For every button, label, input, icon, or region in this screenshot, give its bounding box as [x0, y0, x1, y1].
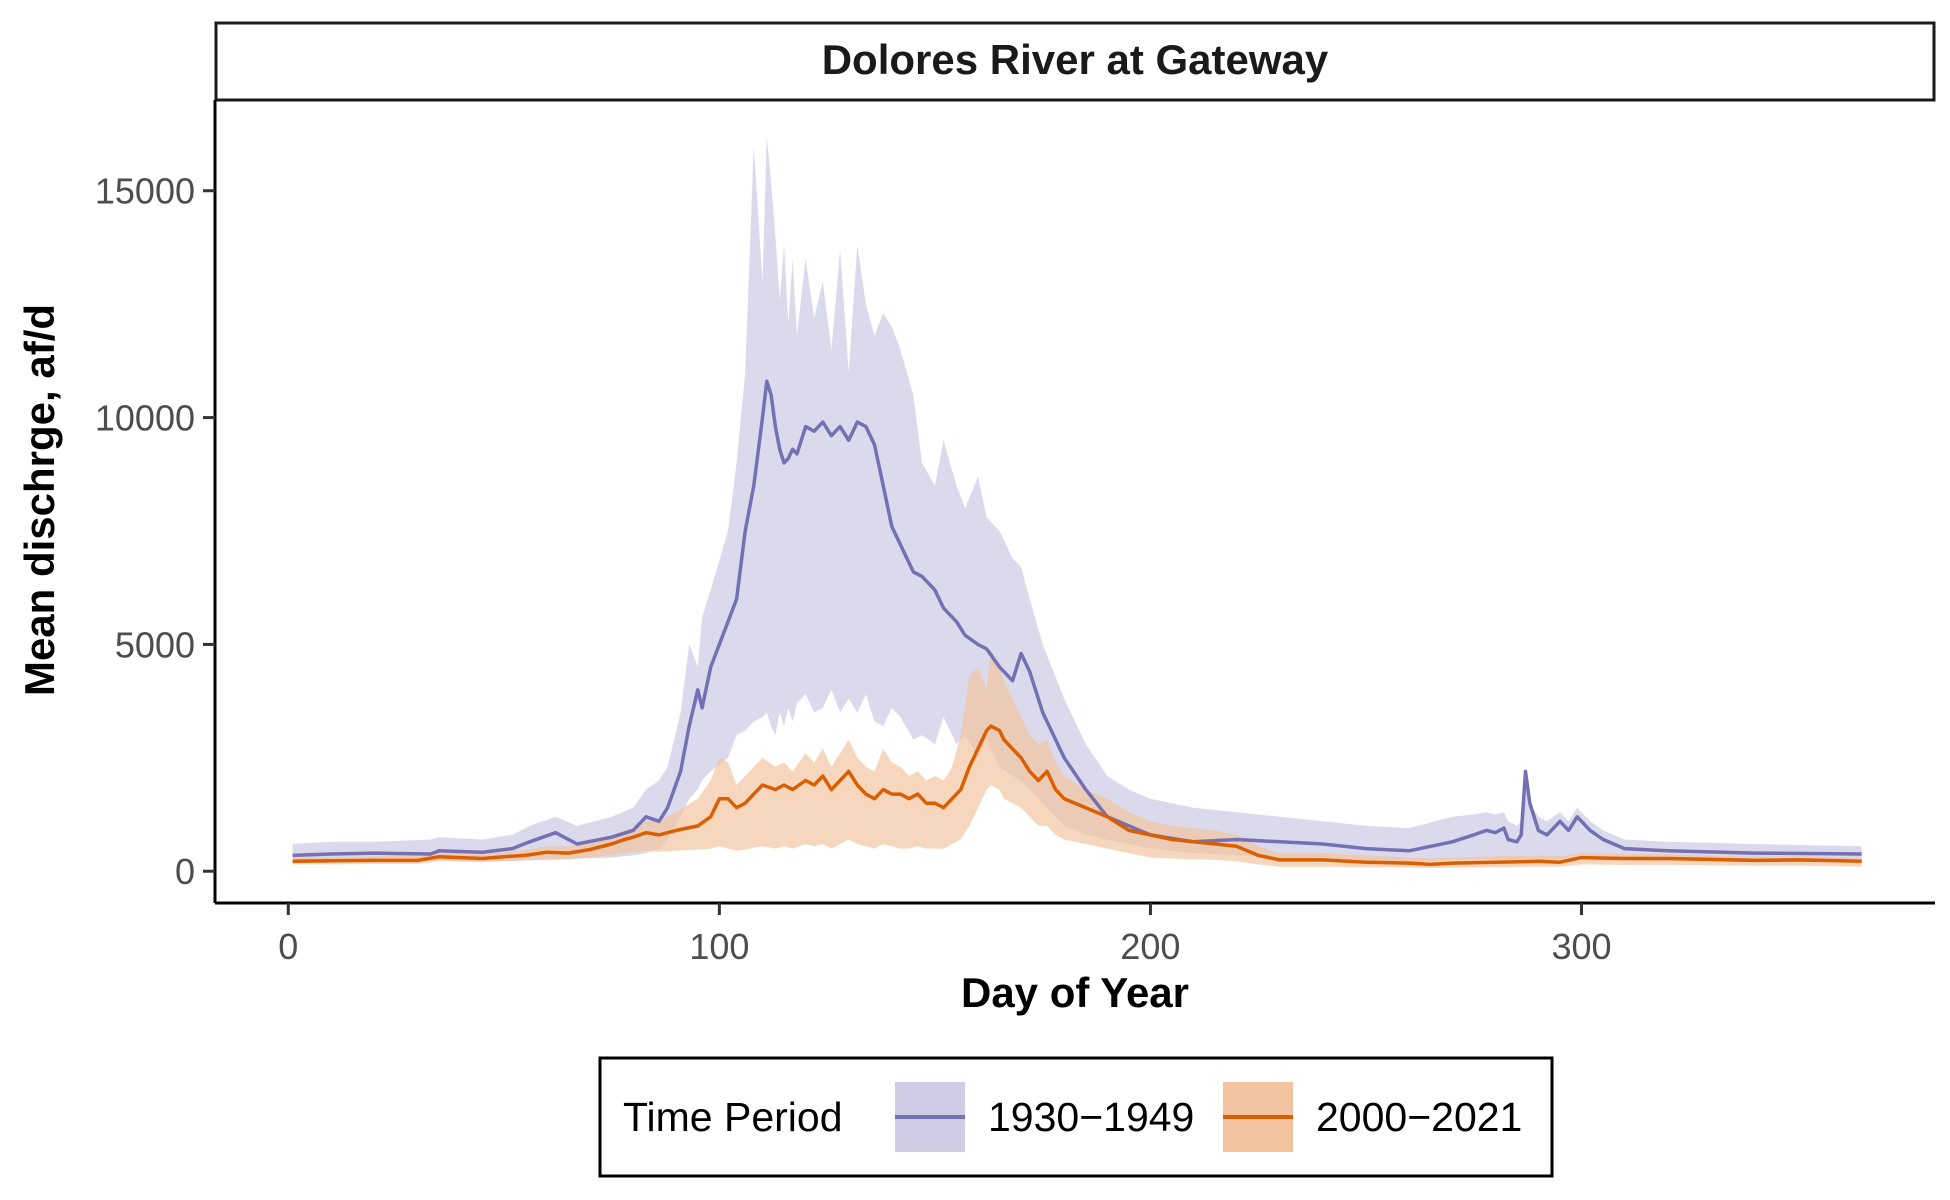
- plot-area: [292, 136, 1862, 869]
- series-line-0: [292, 379, 1862, 858]
- x-tick-label: 100: [689, 926, 749, 967]
- x-ticks: 0 100 200 300: [278, 903, 1612, 967]
- legend: Time Period 1930−1949 2000−2021: [598, 1056, 1554, 1178]
- y-axis-title: Mean dischrge, af/d: [16, 304, 63, 696]
- legend-title: Time Period: [623, 1094, 843, 1140]
- axes: [213, 100, 1935, 905]
- x-tick-label: 0: [278, 926, 298, 967]
- series-band-1: [292, 648, 1862, 869]
- y-ticks: 0 5000 10000 15000: [95, 171, 215, 892]
- series-line-1: [292, 724, 1862, 867]
- legend-label-2000-2021: 2000−2021: [1316, 1094, 1522, 1140]
- series-band-0: [292, 136, 1862, 863]
- x-tick-label: 200: [1120, 926, 1180, 967]
- y-tick-label: 5000: [115, 624, 195, 665]
- x-tick-label: 300: [1551, 926, 1611, 967]
- facet-strip: [214, 21, 1936, 102]
- legend-label-1930-1949: 1930−1949: [988, 1094, 1194, 1140]
- y-tick-label: 0: [175, 851, 195, 892]
- y-tick-label: 15000: [95, 171, 195, 212]
- y-tick-label: 10000: [95, 398, 195, 439]
- x-axis-title: Day of Year: [961, 969, 1189, 1016]
- legend-box: [598, 1056, 1554, 1178]
- chart-title: Dolores River at Gateway: [822, 36, 1329, 83]
